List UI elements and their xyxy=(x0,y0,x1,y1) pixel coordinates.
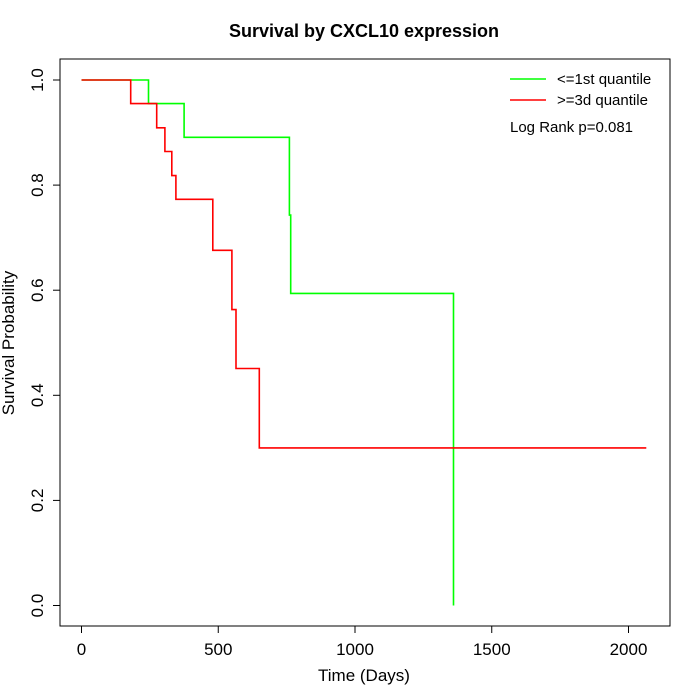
y-axis: 0.0 0.2 0.4 0.6 0.8 1.0 xyxy=(28,68,60,617)
legend-label-series-1: <=1st quantile xyxy=(557,71,651,88)
y-tick-label: 0.4 xyxy=(28,383,47,407)
chart-title: Survival by CXCL10 expression xyxy=(229,21,499,41)
survival-curve-series-1 xyxy=(81,79,455,606)
x-tick-label: 1000 xyxy=(336,640,374,659)
legend-label-series-2: >=3d quantile xyxy=(557,92,648,109)
x-axis-label: Time (Days) xyxy=(318,666,410,685)
y-tick-label: 0.6 xyxy=(28,278,47,302)
y-tick-label: 0.8 xyxy=(28,173,47,197)
log-rank-annotation: Log Rank p=0.081 xyxy=(510,119,633,136)
x-tick-label: 1500 xyxy=(473,640,511,659)
y-tick-label: 0.2 xyxy=(28,489,47,513)
legend: <=1st quantile >=3d quantile xyxy=(510,71,651,109)
x-axis: 0 500 1000 1500 2000 xyxy=(77,626,648,659)
y-tick-label: 0.0 xyxy=(28,594,47,618)
plot-frame xyxy=(59,58,671,627)
y-axis-label: Survival Probability xyxy=(0,270,18,415)
y-tick-label: 1.0 xyxy=(28,68,47,92)
series-layer xyxy=(81,79,647,606)
x-tick-label: 2000 xyxy=(610,640,648,659)
x-tick-label: 500 xyxy=(204,640,232,659)
survival-curve-series-2 xyxy=(81,79,647,449)
x-tick-label: 0 xyxy=(77,640,86,659)
